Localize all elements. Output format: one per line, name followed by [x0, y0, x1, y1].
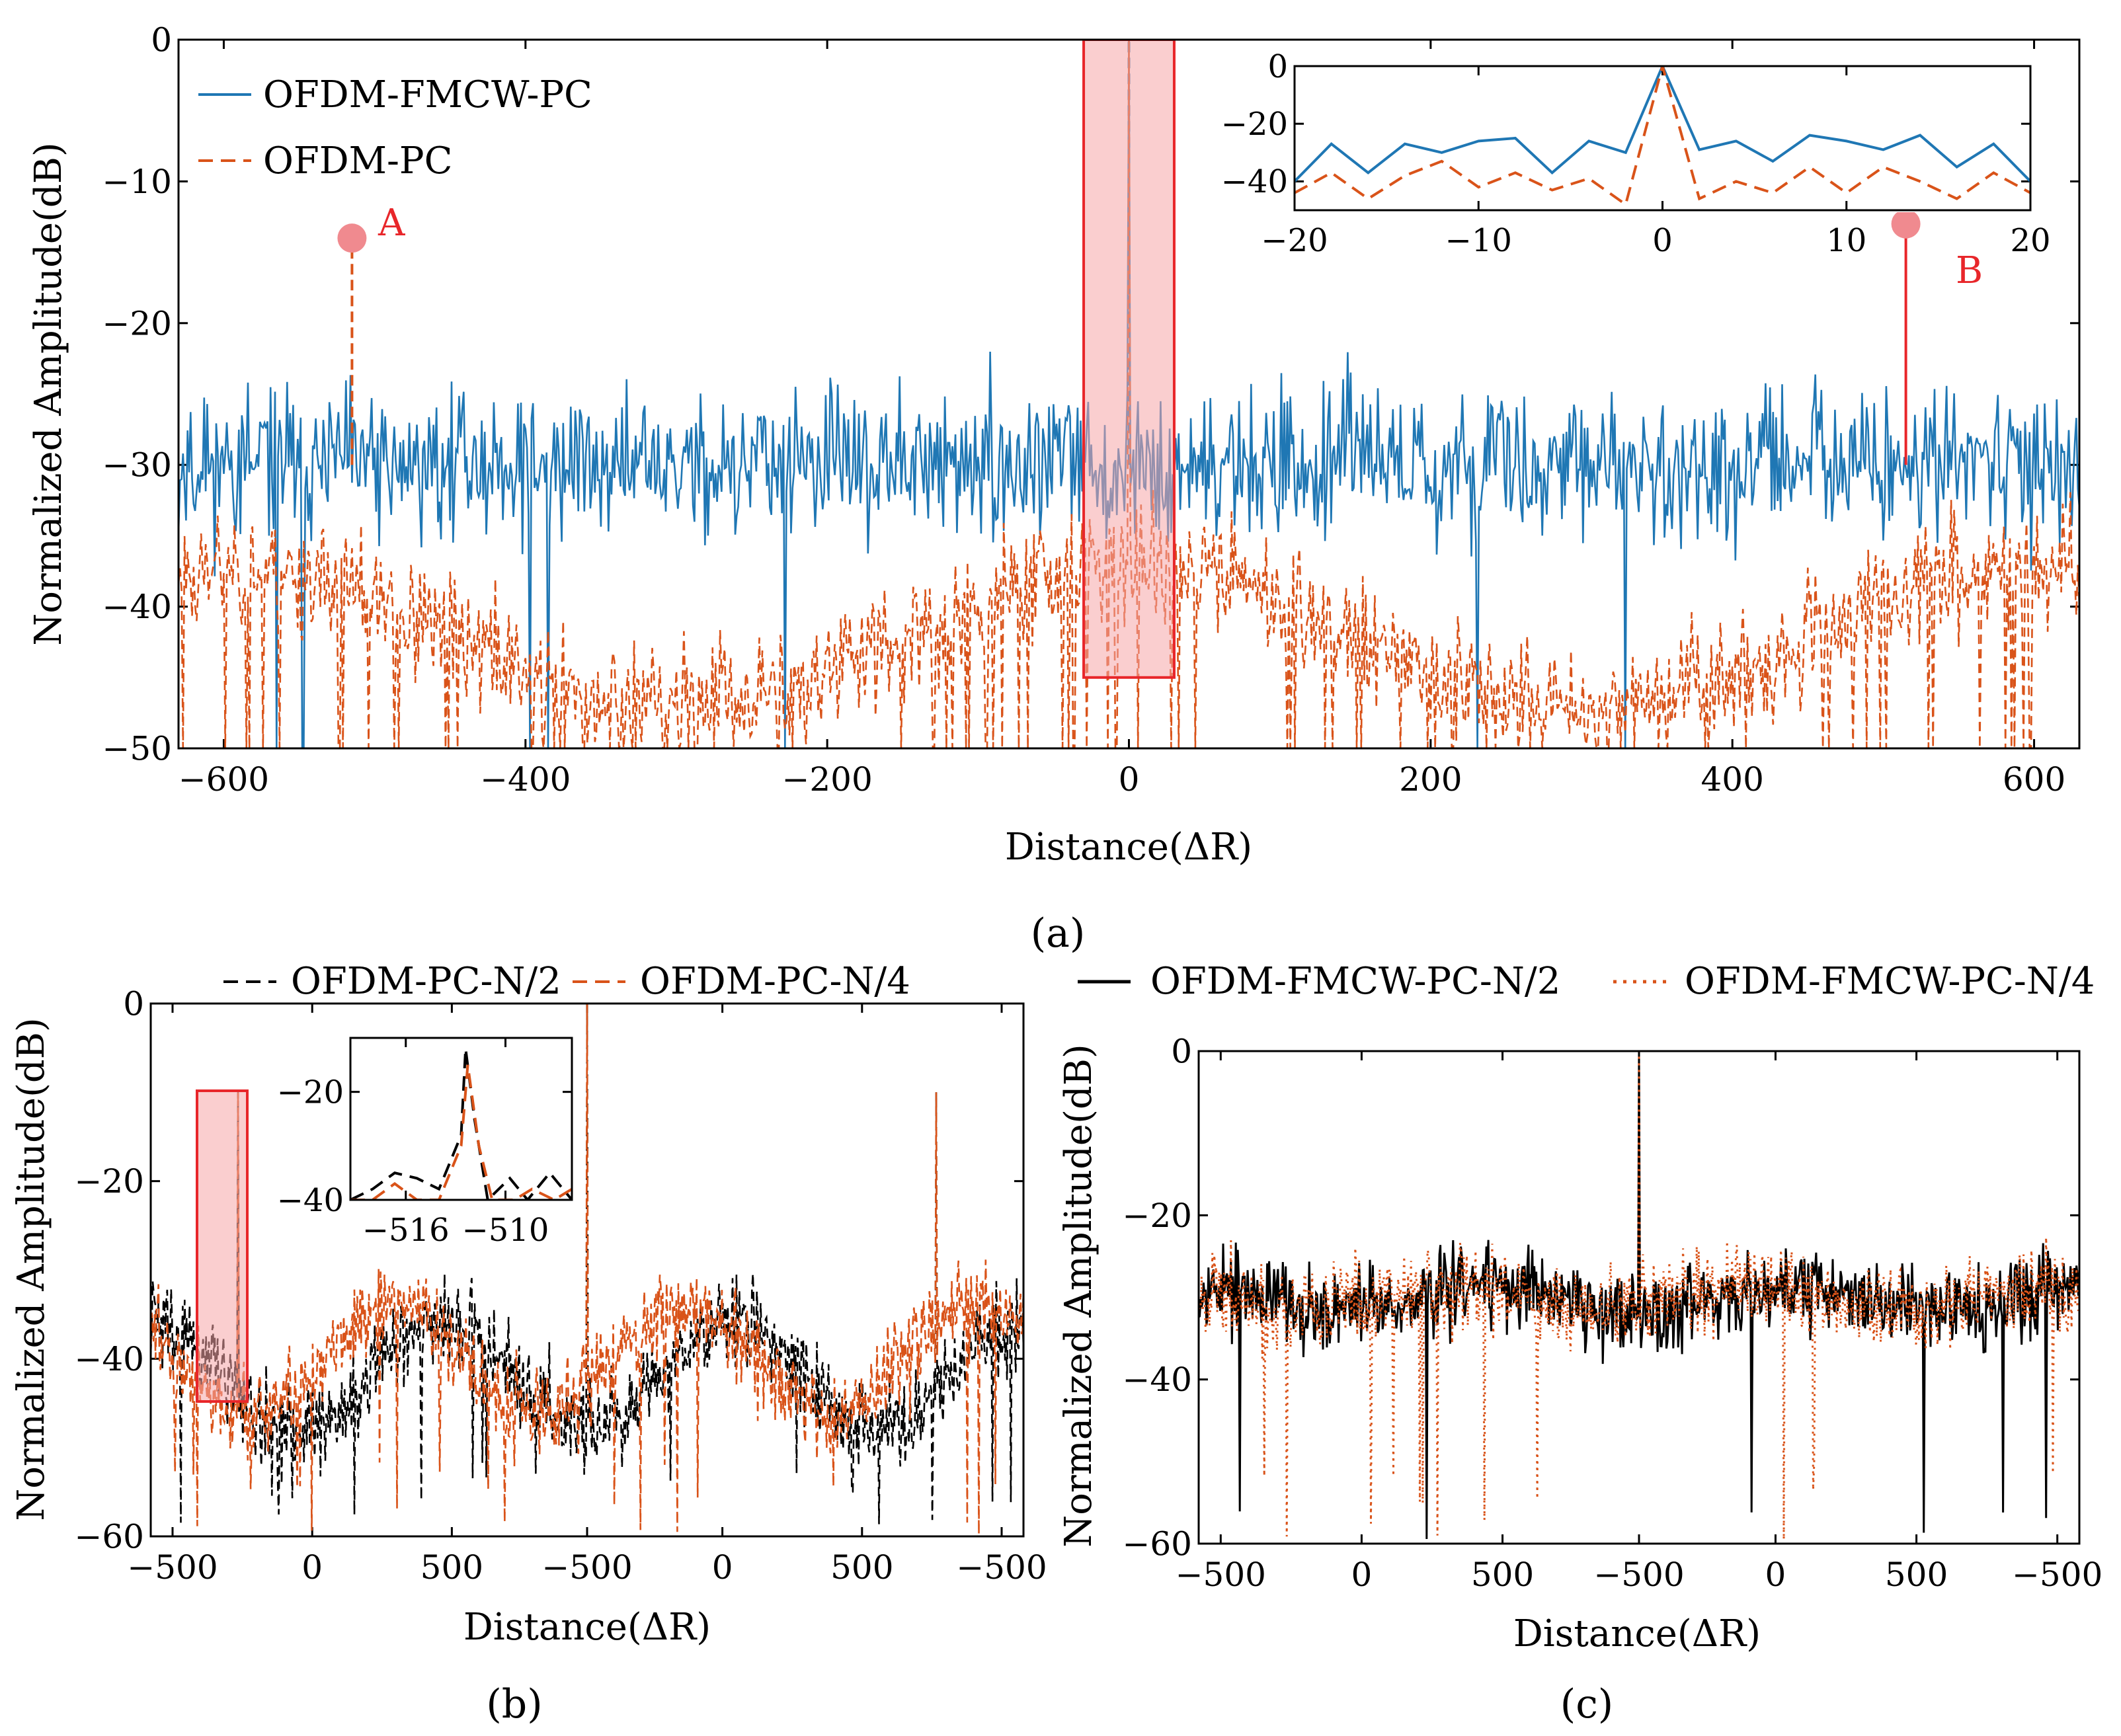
legend-label-fmcw-n2: OFDM-FMCW-PC-N/2 — [1150, 960, 1560, 1003]
y-tick-label: −20 — [102, 304, 172, 342]
x-tick-label: 500 — [1471, 1556, 1534, 1594]
chart-c-xlabel: Distance(ΔR) — [1513, 1612, 1761, 1655]
chart-a-series-pc — [179, 40, 2079, 748]
annotation-A: A — [378, 202, 405, 245]
y-tick-label: −10 — [102, 163, 172, 201]
x-tick-label: 400 — [1701, 760, 1763, 799]
caption-a: (a) — [1031, 910, 1086, 957]
y-tick-label: 0 — [1171, 1033, 1192, 1071]
x-tick-label: 600 — [2003, 760, 2065, 799]
chart-c-series-n2 — [1199, 1051, 2079, 1540]
x-tick-label: −10 — [1445, 222, 1512, 259]
x-tick-label: −510 — [462, 1212, 549, 1249]
x-tick-label: 0 — [1652, 222, 1673, 259]
chart-c-ylabel: Normalized Amplitude(dB) — [1057, 1044, 1100, 1548]
y-tick-label: −20 — [277, 1074, 344, 1111]
chart-c: −500 0 500 −500 0 500 −500 0 −20 −40 −60 OFDM-FMCW… — [1057, 960, 2102, 1727]
series-line-ofdm-fmcw-pc-n/4 — [1199, 1051, 2079, 1540]
x-tick-label: −20 — [1261, 222, 1328, 259]
marker-dot-B — [1891, 209, 1921, 239]
x-tick-label: 0 — [712, 1548, 733, 1587]
legend-label-n2: OFDM-PC-N/2 — [291, 960, 561, 1003]
series-line-fmcw — [179, 40, 2079, 748]
chart-b-xlabel: Distance(ΔR) — [463, 1606, 711, 1649]
legend-label-pc: OFDM-PC — [263, 139, 452, 182]
caption-b: (b) — [486, 1681, 542, 1727]
y-tick-label: −40 — [1221, 163, 1288, 200]
caption-c: (c) — [1560, 1681, 1613, 1727]
inset-b-line-n2 — [350, 1048, 572, 1200]
y-tick-label: −50 — [102, 730, 172, 768]
chart-a-xlabel: Distance(ΔR) — [1005, 826, 1252, 869]
annotation-B: B — [1956, 249, 1983, 292]
y-tick-label: 0 — [151, 21, 172, 59]
x-tick-label: 200 — [1399, 760, 1462, 799]
inset-b-frame — [349, 1037, 573, 1201]
chart-c-series-n4 — [1199, 1051, 2079, 1540]
inset-a-line-fmcw — [1295, 66, 2030, 182]
chart-b-inset: −516 −510 −20 −40 — [277, 1036, 574, 1249]
chart-b-frame — [149, 1002, 1025, 1538]
y-tick-label: −40 — [102, 588, 172, 626]
x-tick-label: −500 — [956, 1548, 1047, 1587]
legend-label-fmcw: OFDM-FMCW-PC — [263, 73, 592, 116]
chart-b-highlight-box — [196, 1089, 249, 1403]
y-tick-label: −40 — [277, 1182, 344, 1219]
y-tick-label: −20 — [1221, 106, 1288, 143]
inset-a-line-pc — [1295, 66, 2030, 207]
chart-a-inset: −20 −10 0 10 20 0 −20 −40 — [1221, 48, 2051, 259]
legend-label-fmcw-n4: OFDM-FMCW-PC-N/4 — [1685, 960, 2095, 1003]
x-tick-label: 10 — [1826, 222, 1866, 259]
y-tick-label: −40 — [74, 1340, 144, 1378]
x-tick-label: 500 — [830, 1548, 893, 1587]
x-tick-label: 0 — [1119, 760, 1140, 799]
y-tick-label: −60 — [1122, 1525, 1192, 1563]
y-tick-label: 0 — [123, 985, 144, 1023]
x-tick-label: −500 — [1176, 1556, 1266, 1594]
inset-a-frame — [1293, 65, 2032, 212]
x-tick-label: −500 — [1593, 1556, 1684, 1594]
y-tick-label: −20 — [1122, 1197, 1192, 1235]
y-tick-label: −60 — [74, 1518, 144, 1556]
chart-b-ylabel: Normalized Amplitude(dB) — [10, 1017, 53, 1521]
x-tick-label: −500 — [127, 1548, 218, 1587]
y-tick-label: −30 — [102, 446, 172, 485]
y-tick-label: 0 — [1267, 48, 1288, 85]
chart-b-series-n4 — [151, 1004, 1023, 1534]
x-tick-label: 500 — [420, 1548, 483, 1587]
chart-a-ylabel: Normalized Amplitude(dB) — [27, 142, 70, 646]
chart-a-legend: OFDM-FMCW-PC OFDM-PC — [198, 73, 592, 182]
chart-a-highlight-box — [1082, 40, 1176, 679]
x-tick-label: 0 — [1765, 1556, 1786, 1594]
y-tick-label: −40 — [1122, 1361, 1192, 1399]
y-tick-label: −20 — [74, 1162, 144, 1201]
x-tick-label: 20 — [2010, 222, 2050, 259]
chart-b-legend: OFDM-PC-N/2 OFDM-PC-N/4 — [223, 960, 910, 1003]
x-tick-label: −600 — [179, 760, 269, 799]
x-tick-label: 0 — [301, 1548, 323, 1587]
x-tick-label: 0 — [1351, 1556, 1373, 1594]
series-line-ofdm-pc-n/4 — [151, 1004, 1023, 1534]
x-tick-label: −516 — [362, 1212, 450, 1249]
chart-c-frame — [1197, 1050, 2081, 1545]
legend-label-n4: OFDM-PC-N/4 — [640, 960, 910, 1003]
chart-b: −500 0 500 −500 0 500 −500 0 −20 −40 −60 OFDM-PC-N… — [10, 960, 1047, 1727]
x-tick-label: −500 — [2012, 1556, 2102, 1594]
x-tick-label: −400 — [480, 760, 571, 799]
marker-dot-A — [337, 223, 367, 253]
series-line-ofdm-fmcw-pc-n/2 — [1199, 1051, 2079, 1540]
chart-c-legend: OFDM-FMCW-PC-N/2 OFDM-FMCW-PC-N/4 — [1078, 960, 2095, 1003]
x-tick-label: −200 — [781, 760, 872, 799]
chart-a-frame — [177, 38, 2081, 750]
series-line-pc — [179, 40, 2079, 748]
x-tick-label: −500 — [541, 1548, 632, 1587]
inset-b-line-n4 — [350, 1064, 572, 1200]
x-tick-label: 500 — [1885, 1556, 1948, 1594]
